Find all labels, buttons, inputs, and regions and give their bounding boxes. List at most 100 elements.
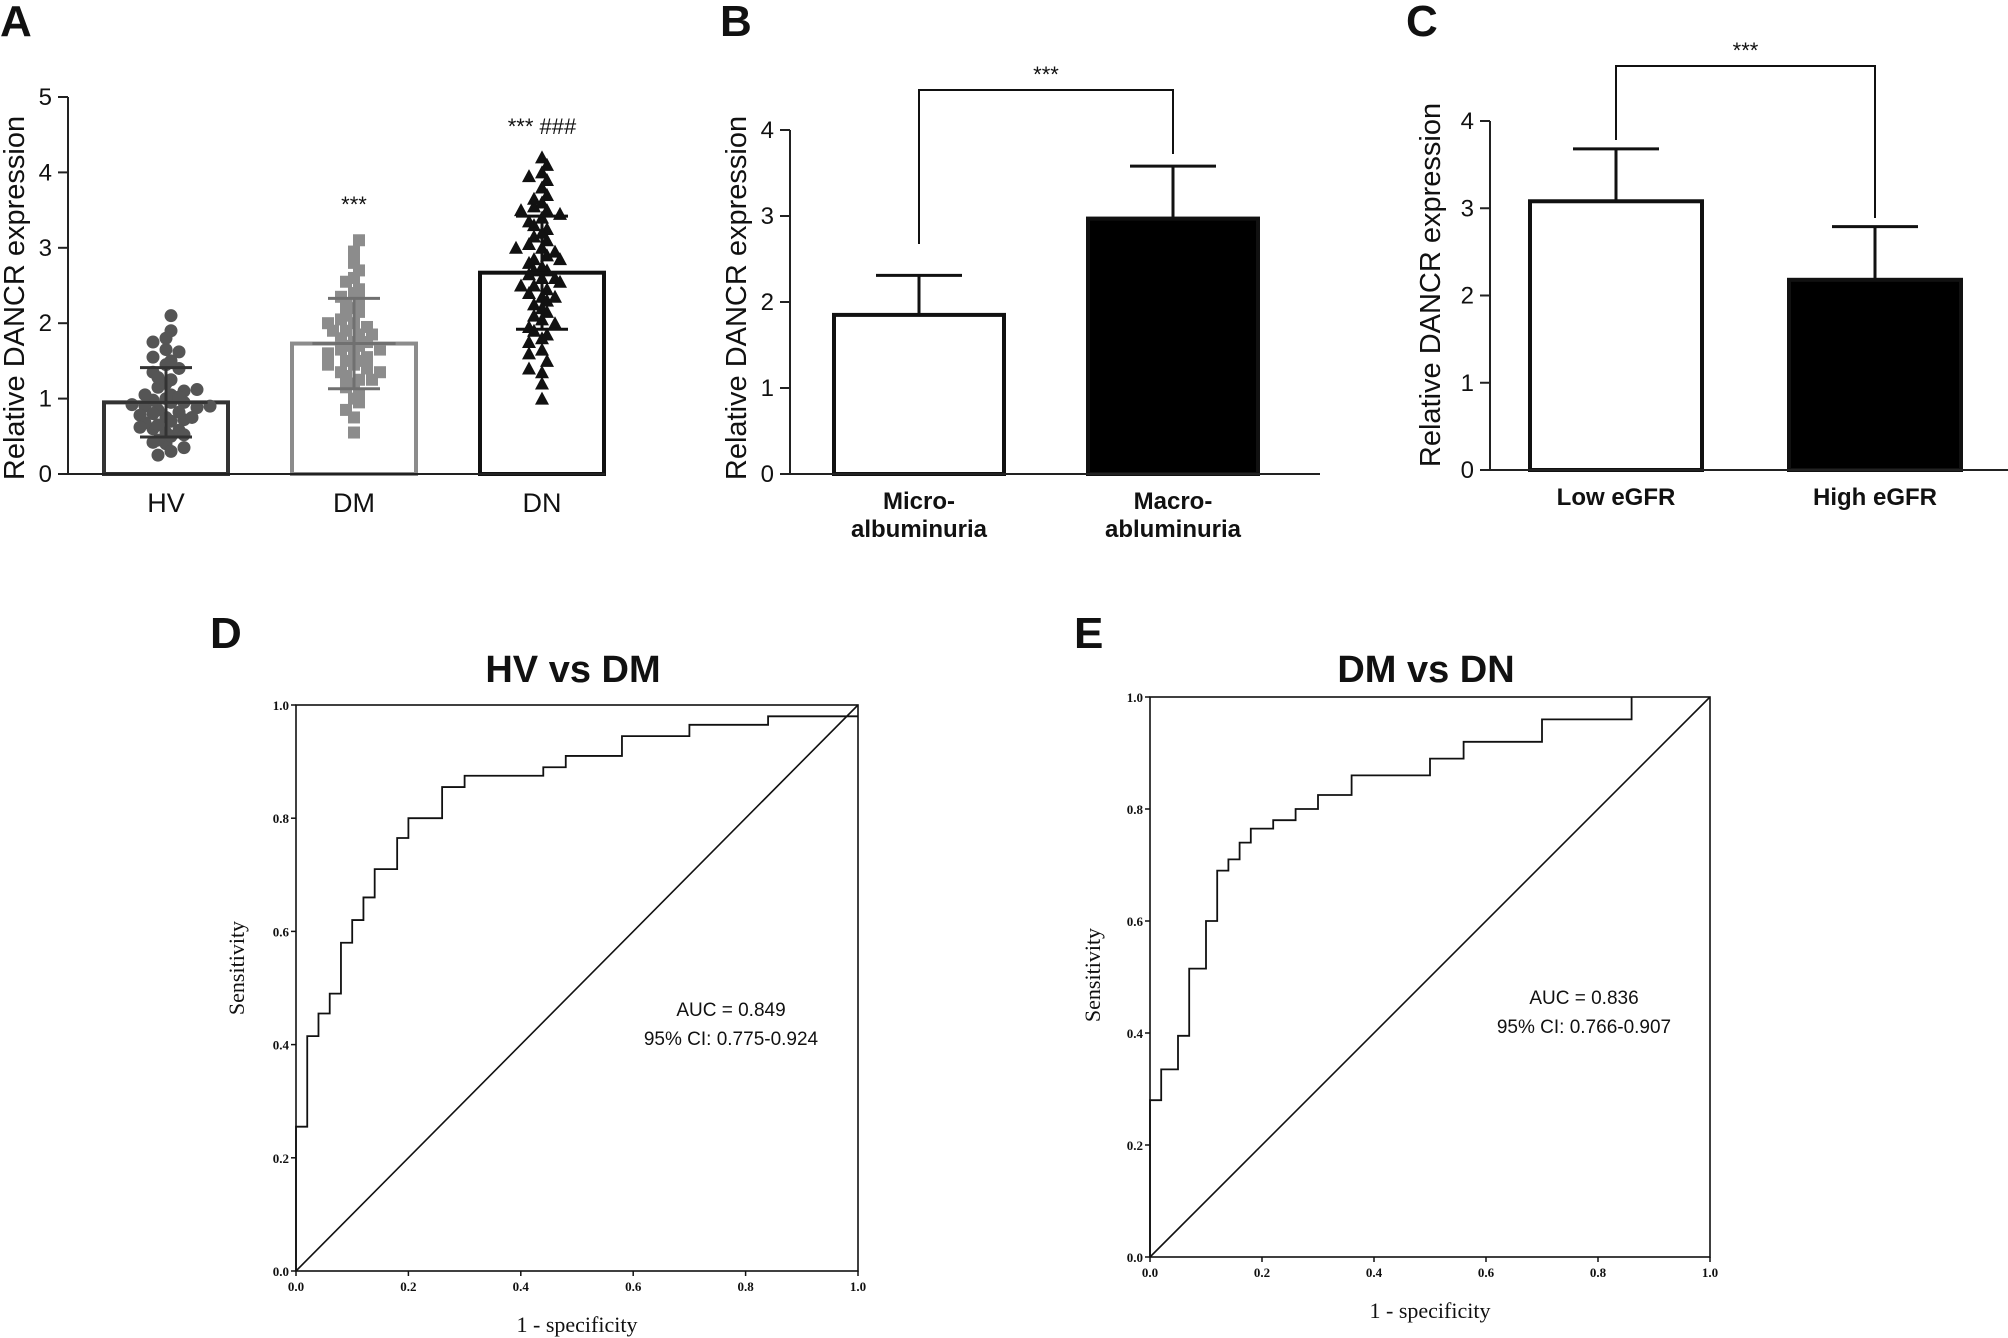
data-point xyxy=(151,418,165,432)
panel-b-ylabel: Relative DANCR expression xyxy=(721,116,753,480)
category-label: Micro- xyxy=(883,488,955,515)
reference-diagonal xyxy=(1149,696,1711,1258)
y-tick-label: 1 xyxy=(1461,370,1474,397)
panel-letter-d: D xyxy=(210,609,242,658)
y-tick-label: 2 xyxy=(1461,283,1474,310)
data-point xyxy=(177,441,191,455)
significance-bracket xyxy=(1615,65,1876,218)
y-tick-label: 0.2 xyxy=(1127,1138,1143,1153)
y-tick-label: 0.8 xyxy=(273,811,290,826)
y-tick-label: 4 xyxy=(39,159,52,186)
data-point xyxy=(548,316,562,330)
data-point xyxy=(340,339,352,352)
x-tick-label: 0.8 xyxy=(1590,1265,1607,1280)
data-point xyxy=(164,414,178,428)
significance-label: *** xyxy=(1733,38,1759,63)
data-point xyxy=(540,353,554,367)
panel-e-xlabel: 1 - specificity xyxy=(1370,1298,1491,1323)
data-point xyxy=(133,408,147,422)
category-label: High eGFR xyxy=(1813,484,1937,511)
data-point xyxy=(146,435,160,449)
x-tick-label: 1.0 xyxy=(1702,1265,1718,1280)
bar xyxy=(1787,277,1963,473)
data-point xyxy=(146,407,160,421)
x-tick-label: 0.0 xyxy=(1142,1265,1158,1280)
data-point xyxy=(340,275,352,288)
category-label: albuminuria xyxy=(851,516,988,543)
data-point xyxy=(553,206,567,220)
data-point xyxy=(340,381,352,394)
y-tick-label: 0 xyxy=(39,461,52,488)
data-point xyxy=(353,373,365,386)
y-tick-label: 0.0 xyxy=(273,1264,289,1279)
data-point xyxy=(146,350,160,364)
panel-d-plot: 0.0 0.2 0.4 0.6 0.8 1.0 0.0 0.2 0.4 0.6 0.8 1.0 xyxy=(273,698,866,1294)
y-tick-label: 0.4 xyxy=(273,1038,290,1053)
panel-e-title: DM vs DN xyxy=(1337,649,1514,691)
y-tick-label: 1.0 xyxy=(1127,690,1143,705)
data-point xyxy=(540,157,554,171)
panel-a-yaxis: 0 1 2 3 4 5 xyxy=(39,84,69,488)
y-tick-label: 3 xyxy=(39,235,52,262)
data-point xyxy=(327,324,339,337)
y-tick-label: 0 xyxy=(761,461,774,488)
data-point xyxy=(353,264,365,277)
data-point xyxy=(553,252,567,266)
y-tick-label: 1 xyxy=(39,386,52,413)
data-point xyxy=(177,428,191,442)
y-tick-label: 1 xyxy=(761,375,774,402)
data-point xyxy=(522,346,536,360)
panel-c-ylabel: Relative DANCR expression xyxy=(1415,103,1447,467)
panel-c-bars xyxy=(1528,147,1963,473)
data-point xyxy=(548,244,562,258)
panel-b-chart: Relative DANCR expression 0 1 2 3 4 Micro-al… xyxy=(721,62,1320,543)
panel-a-errorbars xyxy=(124,214,584,439)
panel-c-chart: Relative DANCR expression 0 1 2 3 4 Low eGFR… xyxy=(1415,38,2008,511)
panel-d-chart: HV vs DM 0.0 0.2 0.4 0.6 0.8 1.00.00.20.40.60… xyxy=(224,649,866,1337)
data-point xyxy=(527,191,541,205)
x-tick-label: 1.0 xyxy=(850,1279,866,1294)
panel-d-title: HV vs DM xyxy=(485,649,660,691)
y-tick-label: 0 xyxy=(1461,457,1474,484)
data-point xyxy=(527,297,541,311)
data-point xyxy=(522,214,536,228)
data-point xyxy=(353,234,365,247)
data-point xyxy=(527,229,541,243)
data-point xyxy=(322,358,334,371)
data-point xyxy=(535,365,549,379)
panel-e-ylabel: Sensitivity xyxy=(1080,928,1105,1022)
data-point xyxy=(151,448,165,462)
data-point xyxy=(540,203,554,217)
data-point xyxy=(340,369,352,382)
data-point xyxy=(348,426,360,439)
panel-e-plot: 0.0 0.2 0.4 0.6 0.8 1.0 0.0 0.2 0.4 0.6 0.8 1.0 xyxy=(1127,690,1718,1280)
data-point xyxy=(340,403,352,416)
category-label: DM xyxy=(333,488,375,518)
y-tick-label: 2 xyxy=(39,310,52,337)
x-tick-label: 0.4 xyxy=(1366,1265,1383,1280)
y-tick-label: 3 xyxy=(1461,195,1474,222)
category-label: DN xyxy=(523,488,562,518)
data-point xyxy=(164,324,178,338)
data-point xyxy=(540,188,554,202)
panel-d-ci: 95% CI: 0.775-0.924 xyxy=(644,1029,819,1050)
y-tick-label: 0.2 xyxy=(273,1151,289,1166)
x-tick-label: 0.8 xyxy=(737,1279,754,1294)
data-point xyxy=(535,342,549,356)
data-point xyxy=(133,420,147,434)
panel-letter-a: A xyxy=(0,0,32,46)
category-label: HV xyxy=(147,488,185,518)
data-point xyxy=(172,345,186,359)
data-point xyxy=(190,401,204,415)
category-label: Low eGFR xyxy=(1557,484,1676,511)
significance-label: *** xyxy=(341,192,367,217)
data-point xyxy=(138,388,152,402)
panel-d-auc: AUC = 0.849 xyxy=(676,1000,785,1021)
data-point xyxy=(322,347,334,360)
data-point xyxy=(535,150,549,164)
data-point xyxy=(164,309,178,323)
panel-a-xaxis: HV DM DN xyxy=(68,473,605,518)
data-point xyxy=(374,343,386,356)
data-point xyxy=(540,172,554,186)
